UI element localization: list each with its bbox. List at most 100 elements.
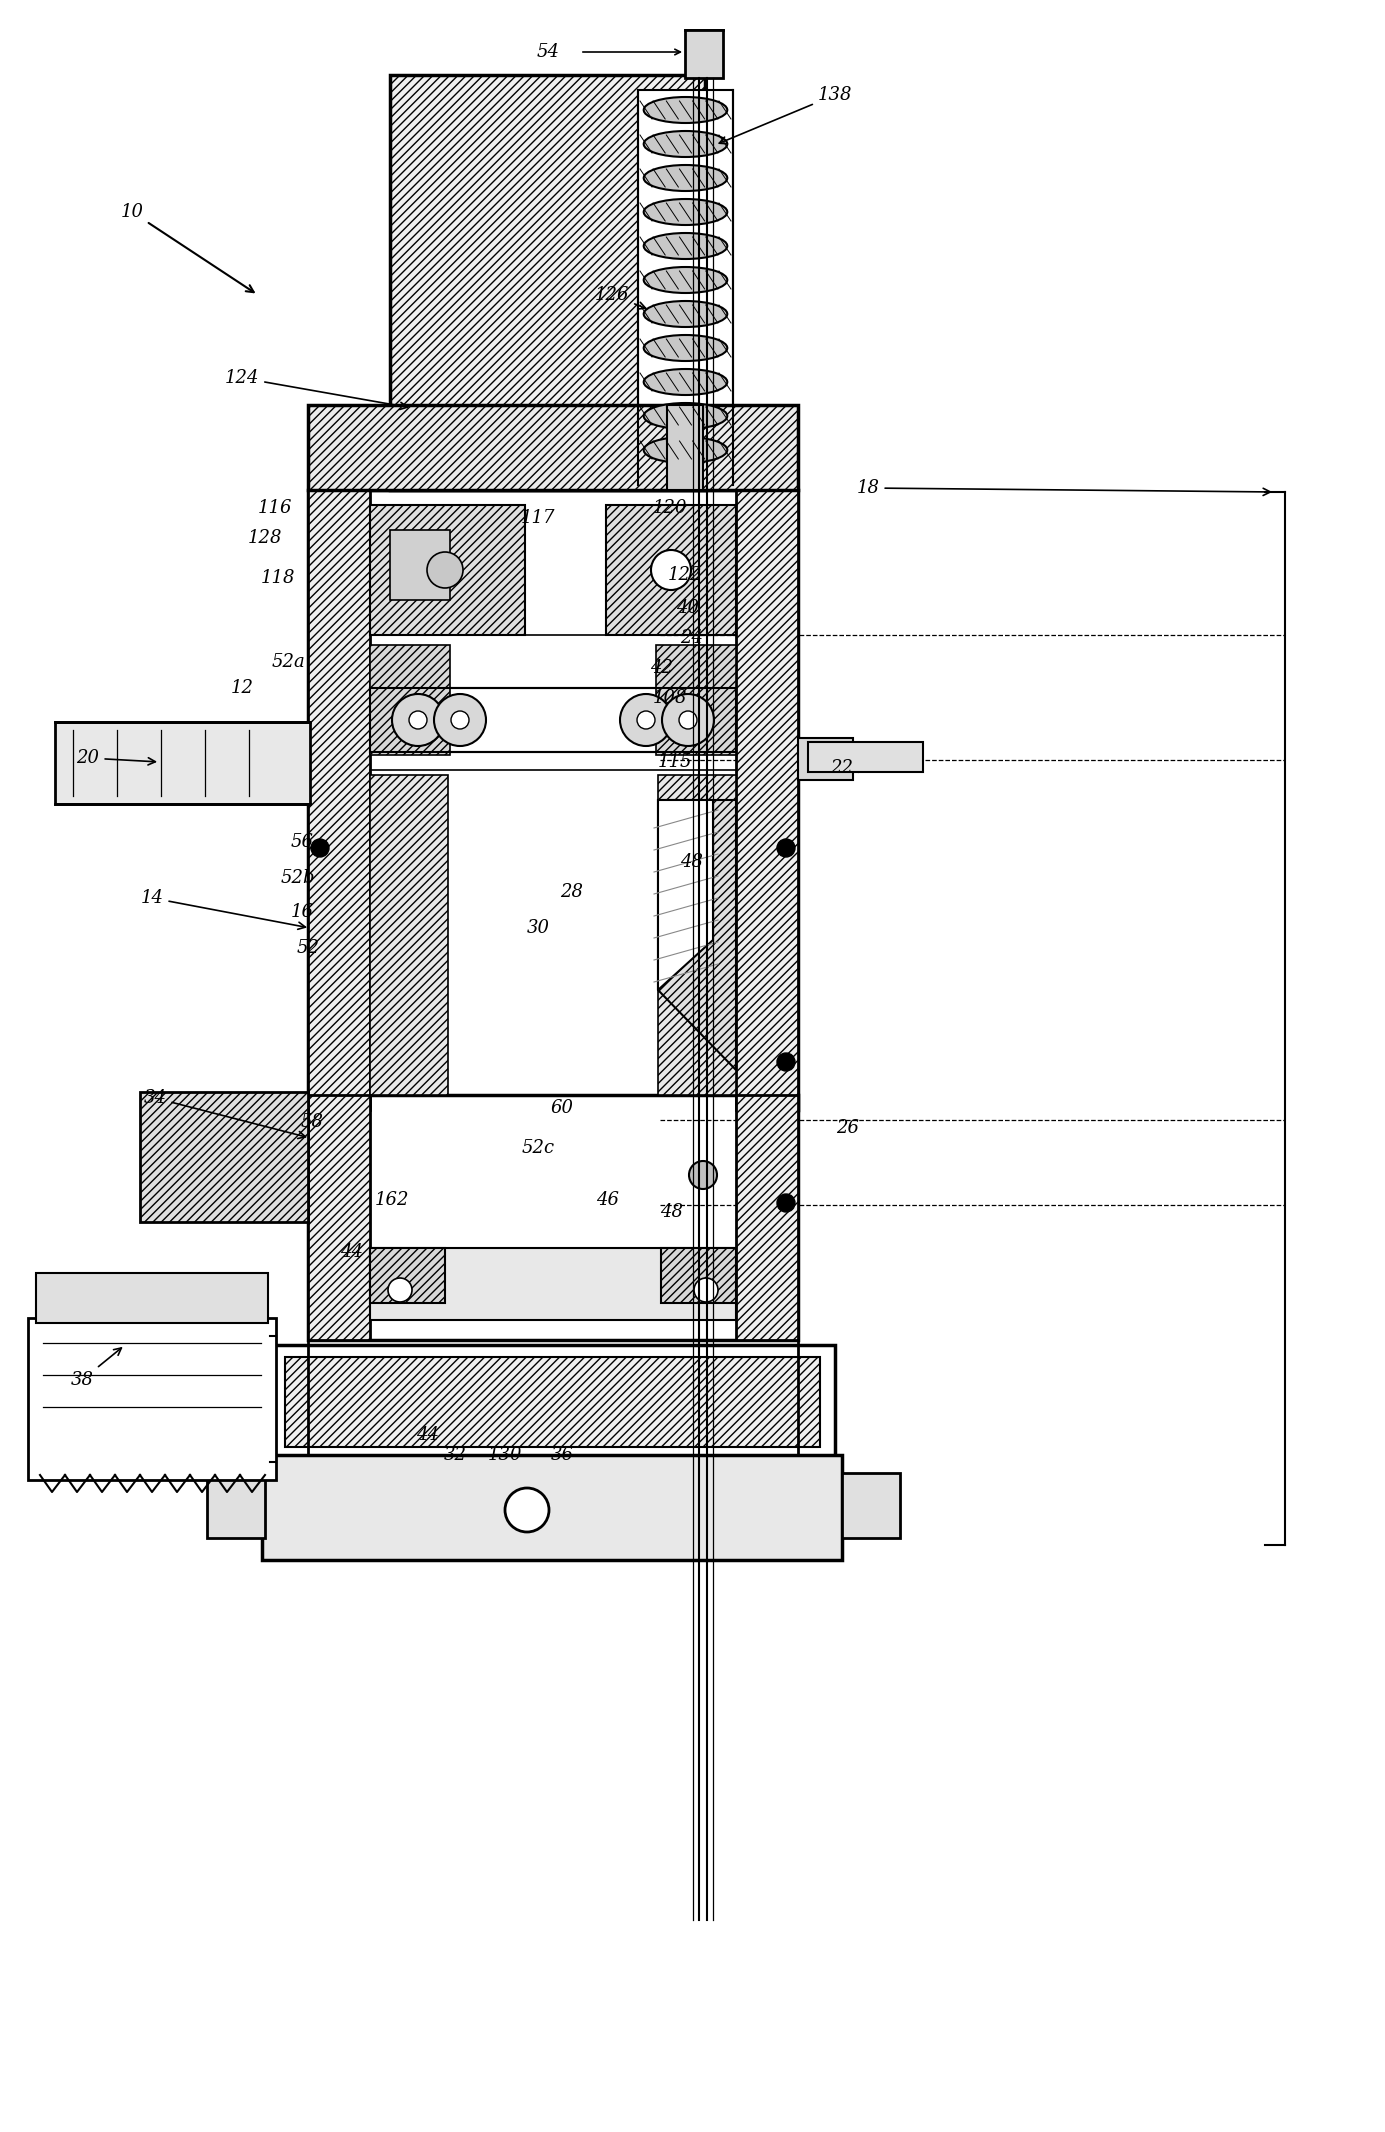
Text: 52a: 52a [271, 652, 305, 672]
Text: 52c: 52c [521, 1138, 554, 1158]
Bar [285, 1356, 820, 1448]
Circle shape [620, 695, 672, 746]
Bar [686, 30, 723, 79]
Text: 128: 128 [248, 529, 283, 548]
Bar [307, 1096, 370, 1341]
Ellipse shape [644, 437, 727, 463]
Ellipse shape [644, 403, 727, 429]
Text: 48: 48 [661, 1202, 684, 1222]
Ellipse shape [644, 232, 727, 258]
Text: 108: 108 [652, 689, 687, 708]
Ellipse shape [644, 164, 727, 192]
Ellipse shape [644, 198, 727, 226]
Text: 40: 40 [676, 599, 699, 616]
Text: 36: 36 [550, 1445, 573, 1465]
Circle shape [777, 840, 795, 857]
Text: 115: 115 [658, 753, 692, 772]
Text: 116: 116 [258, 499, 292, 516]
Circle shape [506, 1488, 548, 1533]
Circle shape [777, 1194, 795, 1211]
Text: 12: 12 [230, 678, 253, 697]
Bar [270, 1345, 835, 1469]
Bar [735, 490, 798, 1111]
Bar [807, 742, 922, 772]
Text: 34: 34 [144, 1089, 306, 1138]
Ellipse shape [644, 369, 727, 394]
Text: 30: 30 [526, 919, 550, 936]
Bar [607, 505, 735, 635]
Text: 162: 162 [375, 1192, 409, 1209]
Bar [55, 723, 310, 804]
Text: 58: 58 [301, 1113, 324, 1130]
Text: 130: 130 [488, 1445, 522, 1465]
Text: 44: 44 [417, 1426, 439, 1443]
Circle shape [392, 695, 445, 746]
Text: 52b: 52b [281, 870, 316, 887]
Text: 44: 44 [341, 1243, 363, 1260]
Bar [370, 646, 450, 755]
Circle shape [662, 695, 715, 746]
Circle shape [409, 710, 427, 729]
Ellipse shape [644, 130, 727, 158]
Bar [370, 1247, 735, 1320]
Bar [307, 1096, 798, 1341]
Ellipse shape [644, 335, 727, 360]
Bar [638, 90, 733, 484]
Text: 122: 122 [668, 565, 702, 584]
Text: 124: 124 [224, 369, 407, 409]
Ellipse shape [644, 96, 727, 124]
Text: 120: 120 [652, 499, 687, 516]
Circle shape [427, 552, 463, 588]
Text: 118: 118 [260, 569, 295, 586]
Bar [307, 490, 798, 1111]
Text: 26: 26 [837, 1119, 860, 1136]
Bar [36, 1273, 269, 1324]
Text: 10: 10 [120, 203, 253, 292]
Bar [307, 405, 798, 490]
Bar [391, 75, 705, 490]
Bar [370, 776, 447, 1096]
Text: 32: 32 [443, 1445, 467, 1465]
Text: 54: 54 [536, 43, 560, 62]
Polygon shape [658, 800, 713, 989]
Circle shape [679, 710, 697, 729]
Circle shape [777, 1053, 795, 1070]
Text: 52: 52 [296, 938, 320, 957]
Polygon shape [658, 800, 735, 1070]
Text: 48: 48 [680, 853, 704, 872]
Bar [391, 531, 450, 599]
Circle shape [688, 1162, 717, 1190]
Text: 22: 22 [831, 759, 853, 776]
Text: 117: 117 [521, 510, 555, 527]
Text: 138: 138 [719, 85, 852, 143]
Text: 24: 24 [680, 629, 704, 646]
Text: 28: 28 [561, 883, 583, 902]
Bar [140, 1092, 307, 1222]
Bar [735, 1096, 798, 1341]
Bar [307, 490, 370, 1111]
Text: 46: 46 [597, 1192, 619, 1209]
Text: 42: 42 [651, 659, 673, 678]
Circle shape [637, 710, 655, 729]
Text: 60: 60 [550, 1098, 573, 1117]
Bar [842, 1473, 900, 1537]
Text: 56: 56 [291, 834, 313, 851]
Circle shape [651, 550, 691, 591]
Circle shape [694, 1277, 717, 1303]
Bar [28, 1318, 276, 1480]
Bar [370, 1247, 445, 1303]
Bar [668, 405, 704, 490]
Bar [656, 646, 735, 755]
Bar [206, 1473, 265, 1537]
Bar [370, 689, 735, 753]
Circle shape [452, 710, 470, 729]
Text: 126: 126 [594, 286, 645, 309]
Bar [658, 776, 735, 1096]
Circle shape [388, 1277, 411, 1303]
Text: 20: 20 [76, 748, 155, 768]
Circle shape [312, 840, 330, 857]
Bar [370, 505, 525, 635]
Text: 18: 18 [856, 480, 1270, 497]
Text: 38: 38 [71, 1347, 122, 1390]
Ellipse shape [644, 266, 727, 292]
